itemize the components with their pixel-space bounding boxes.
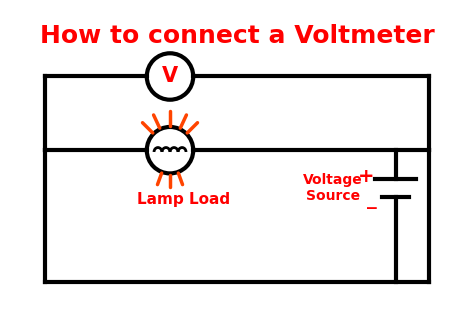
Text: V: V xyxy=(162,66,178,87)
Text: _: _ xyxy=(367,190,377,209)
Text: Lamp Load: Lamp Load xyxy=(137,192,230,207)
Text: How to connect a Voltmeter: How to connect a Voltmeter xyxy=(40,24,434,48)
Text: +: + xyxy=(358,167,375,186)
Text: Voltage
Source: Voltage Source xyxy=(303,173,363,203)
Circle shape xyxy=(147,127,193,173)
Circle shape xyxy=(147,53,193,100)
